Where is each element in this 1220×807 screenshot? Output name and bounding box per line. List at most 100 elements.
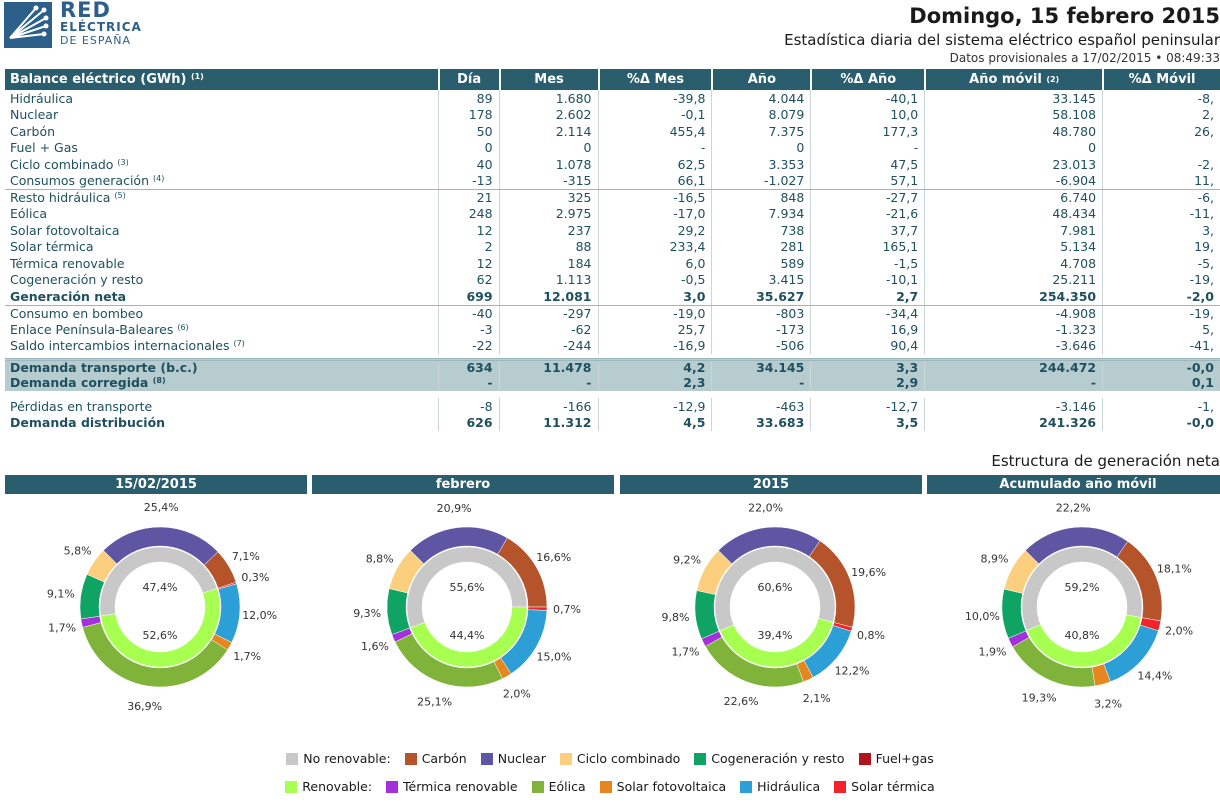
table-cell: 6,0	[598, 255, 712, 272]
slice-label-ciclo: 9,2%	[673, 553, 701, 566]
structure-title: Estructura de generación neta	[991, 452, 1220, 470]
table-cell: 2,3	[598, 375, 712, 392]
table-cell: 29,2	[598, 222, 712, 239]
table-cell: -315	[499, 173, 598, 190]
table-cell: 4.708	[924, 255, 1102, 272]
table-cell: 5.134	[924, 239, 1102, 256]
table-cell: 0	[499, 140, 598, 157]
table-cell: 12.081	[499, 288, 598, 305]
table-cell: 88	[499, 239, 598, 256]
slice-label-nuclear: 22,0%	[748, 501, 783, 514]
column-header-mes: Mes	[499, 69, 598, 90]
slice-label-carbon: 18,1%	[1157, 563, 1192, 576]
slice-label-fotov: 3,2%	[1094, 698, 1122, 711]
table-row: Saldo intercambios internacionales (7) -2…	[5, 338, 1220, 355]
legend-label: No renovable:	[303, 751, 390, 767]
table-cell: 62,5	[598, 156, 712, 173]
table-cell: 233,4	[598, 239, 712, 256]
column-header-pct-movil: %Δ Móvil	[1102, 69, 1220, 90]
table-cell: 241.326	[924, 415, 1102, 432]
table-cell: 62	[438, 272, 499, 289]
table-cell: -21,6	[810, 206, 924, 223]
table-cell: -8,	[1102, 90, 1220, 107]
table-cell: 35.627	[711, 288, 810, 305]
table-cell: 2	[438, 239, 499, 256]
red-electrica-logo	[4, 2, 52, 48]
inner-label-renovable: 52,6%	[143, 629, 178, 642]
legend-item: Hidráulica	[740, 779, 820, 795]
table-cell: 281	[711, 239, 810, 256]
table-cell: -22	[438, 338, 499, 355]
table-cell: 2,	[1102, 107, 1220, 124]
table-cell: 5,	[1102, 321, 1220, 338]
table-cell: 50	[438, 123, 499, 140]
row-label: Solar fotovoltaica	[5, 223, 438, 238]
row-label: Consumos generación (4)	[5, 173, 438, 188]
legend-swatch	[386, 781, 398, 793]
table-cell: -	[711, 375, 810, 392]
donut-chart: 20,9%16,6%0,7%15,0%2,0%25,1%1,6%9,3%8,8%…	[312, 495, 614, 740]
table-cell: -463	[711, 398, 810, 415]
legend-item: Ciclo combinado	[560, 751, 680, 767]
table-cell: -16,5	[598, 190, 712, 206]
panel-header: 15/02/2015	[5, 475, 307, 494]
slice-label-cogen: 9,1%	[47, 588, 75, 601]
legend-swatch	[834, 781, 846, 793]
table-cell: 248	[438, 206, 499, 223]
column-header-balance: Balance eléctrico (GWh) (1)	[5, 72, 438, 87]
report-date: Domingo, 15 febrero 2015	[909, 4, 1220, 28]
slice-label-ciclo: 8,8%	[366, 552, 394, 565]
slice-label-eolica: 36,9%	[127, 700, 162, 713]
inner-label-renovable: 40,8%	[1065, 629, 1100, 642]
table-cell: 7.981	[924, 222, 1102, 239]
table-cell: 7.934	[711, 206, 810, 223]
inner-label-renovable: 39,4%	[758, 629, 793, 642]
legend-label: Ciclo combinado	[577, 751, 680, 767]
table-cell: -2,0	[1102, 288, 1220, 305]
table-cell: 325	[499, 190, 598, 206]
table-row: Enlace Península-Baleares (6) -3 -62 25,7 -1…	[5, 321, 1220, 338]
slice-label-carbon: 19,6%	[851, 566, 886, 579]
table-cell: 19,	[1102, 239, 1220, 256]
table-cell: 1.113	[499, 272, 598, 289]
table-cell: 21	[438, 190, 499, 206]
legend-item: Fuel+gas	[859, 751, 934, 767]
table-cell: 699	[438, 288, 499, 305]
table-cell: -3.146	[924, 398, 1102, 415]
row-label: Carbón	[5, 124, 438, 139]
table-row: Carbón 50 2.114 455,4 7.375 177,3 48.780 26,	[5, 123, 1220, 140]
legend-non-renewable: No renovable: Carbón Nuclear Ciclo combinad…	[0, 751, 1220, 767]
slice-label-cogen: 10,0%	[965, 610, 1000, 623]
table-cell: -34,4	[810, 306, 924, 322]
table-row: Cogeneración y resto 62 1.113 -0,5 3.415 -10,…	[5, 272, 1220, 289]
slice-label-fotov: 1,7%	[233, 650, 261, 663]
table-cell: 237	[499, 222, 598, 239]
slice-label-hidraulica: 15,0%	[537, 650, 572, 663]
panel-header: Acumulado año móvil	[927, 475, 1220, 494]
table-cell: -173	[711, 321, 810, 338]
table-cell: -0,1	[598, 107, 712, 124]
table-cell: -1,5	[810, 255, 924, 272]
table-cell: 3,5	[810, 415, 924, 432]
slice-label-termica_r: 1,7%	[671, 646, 699, 659]
table-cell: 58.108	[924, 107, 1102, 124]
slice-label-ciclo: 5,8%	[64, 544, 92, 557]
slice-label-eolica: 22,6%	[724, 695, 759, 708]
table-cell: 33.683	[711, 415, 810, 432]
table-cell: -506	[711, 338, 810, 355]
slice-label-fotov: 2,1%	[803, 692, 831, 705]
table-cell: 254.350	[924, 288, 1102, 305]
row-label: Eólica	[5, 206, 438, 221]
legend-label: Solar fotovoltaica	[617, 779, 727, 795]
legend-swatch	[286, 753, 298, 765]
legend-label: Cogeneración y resto	[711, 751, 844, 767]
table-cell: -13	[438, 173, 499, 190]
legend-label: Solar térmica	[851, 779, 935, 795]
table-cell: 34.145	[711, 361, 810, 375]
table-cell: 89	[438, 90, 499, 107]
donut-chart: 22,0%19,6%0,8%12,2%2,1%22,6%1,7%9,8%9,2%…	[620, 495, 922, 740]
table-row: Consumos generación (4) -13 -315 66,1 -1.027…	[5, 173, 1220, 190]
table-cell: 48.780	[924, 123, 1102, 140]
brand-name: RED ELÉCTRICA DE ESPAÑA	[60, 0, 142, 47]
table-cell: 11.478	[499, 361, 598, 375]
